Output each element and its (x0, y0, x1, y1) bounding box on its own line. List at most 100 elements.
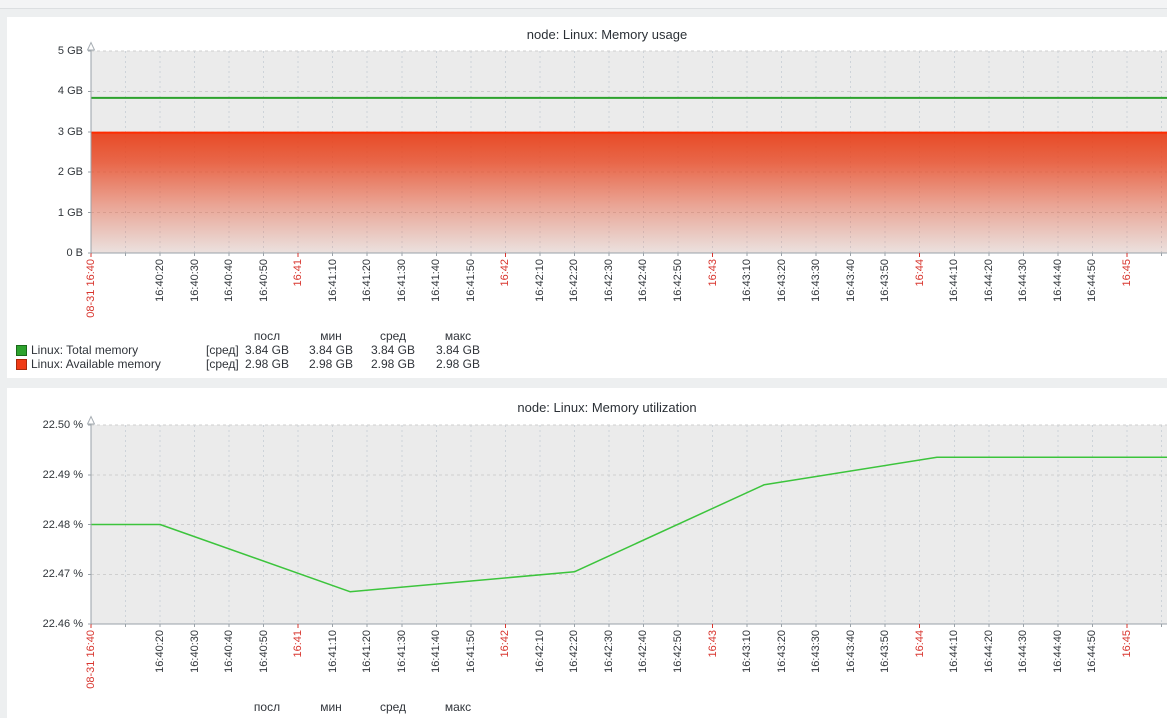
y-axis-label: 22.48 % (42, 518, 83, 531)
legend-column-header: сред (379, 329, 407, 343)
x-axis-label: 16:42:10 (533, 259, 546, 302)
x-axis-label: 16:43:10 (741, 630, 754, 673)
legend-item-function: [сред] (206, 357, 239, 371)
x-axis-label: 16:43:40 (844, 259, 857, 302)
legend-column-header: мин (320, 700, 342, 714)
legend-column-header: макс (444, 329, 472, 343)
legend-swatch (16, 359, 27, 370)
x-axis-label: 16:43:20 (775, 259, 788, 302)
x-axis-label: 16:41 (292, 259, 305, 287)
x-axis-label: 16:42 (499, 630, 512, 658)
x-axis-label: 16:42:10 (533, 630, 546, 673)
x-axis-label: 16:44:20 (982, 630, 995, 673)
x-axis-label: 16:44:30 (1017, 630, 1030, 673)
legend-swatch (16, 345, 27, 356)
x-axis-label: 16:41:50 (464, 259, 477, 302)
x-axis-label: 16:41 (292, 630, 305, 658)
legend-stat-value: 3.84 GB (370, 343, 416, 357)
x-axis-label: 16:40:20 (154, 259, 167, 302)
x-axis-label: 16:45 (1120, 259, 1133, 287)
x-axis-label: 16:44:50 (1086, 259, 1099, 302)
x-axis-label: 16:40:40 (223, 630, 236, 673)
x-axis-label: 16:43 (706, 630, 719, 658)
x-axis-label: 08-31 16:40 (85, 630, 97, 689)
x-axis-label: 16:41:30 (395, 630, 408, 673)
x-axis-label: 16:43:30 (810, 630, 823, 673)
y-axis-label: 2 GB (57, 166, 83, 179)
x-axis-label: 16:44 (913, 259, 926, 287)
legend-stat-value: 3.84 GB (435, 343, 481, 357)
legend-item-label: Linux: Total memory (31, 343, 139, 357)
x-axis-label: 16:42:30 (602, 259, 615, 302)
x-axis-label: 16:40:30 (188, 630, 201, 673)
x-axis-label: 16:43:30 (810, 259, 823, 302)
x-axis-label: 16:42:20 (568, 630, 581, 673)
legend-column-header: посл (253, 329, 281, 343)
x-axis-label: 16:43:10 (741, 259, 754, 302)
y-axis-label: 1 GB (57, 206, 83, 219)
x-axis-label: 16:43:50 (879, 259, 892, 302)
x-axis-label: 16:42:50 (672, 630, 684, 673)
x-axis-label: 16:44:30 (1017, 259, 1030, 302)
x-axis-label: 16:45 (1120, 630, 1133, 658)
legend-column-header: макс (444, 700, 472, 714)
y-axis-label: 22.50 % (42, 419, 83, 431)
x-axis-label: 16:42:50 (672, 259, 684, 302)
legend-stat-value: 3.84 GB (308, 343, 354, 357)
x-axis-label: 16:44:10 (948, 259, 961, 302)
y-axis-label: 22.49 % (42, 468, 83, 481)
y-axis-label: 5 GB (57, 45, 83, 57)
x-axis-label: 16:42:40 (637, 259, 650, 302)
x-axis-label: 16:41:30 (395, 259, 408, 302)
x-axis-label: 16:44:10 (948, 630, 961, 673)
x-axis-label: 16:42:30 (602, 630, 615, 673)
y-axis-label: 4 GB (57, 85, 83, 98)
browser-chrome-strip (0, 0, 1167, 9)
x-axis-label: 16:40:20 (154, 630, 167, 673)
legend-stat-value: 2.98 GB (244, 357, 290, 371)
legend-column-header: сред (379, 700, 407, 714)
memory-usage-graph-card: node: Linux: Memory usage 5 GB 4 GB 3 GB 2 … (7, 17, 1167, 378)
chart-title-memory-usage: node: Linux: Memory usage (526, 27, 688, 42)
x-axis-label: 16:41:40 (430, 259, 443, 302)
y-axis-label: 3 GB (57, 125, 83, 138)
x-axis-label: 16:41:10 (326, 630, 339, 673)
x-axis-label: 16:41:40 (430, 630, 443, 673)
y-axis-label: 22.46 % (42, 618, 83, 630)
x-axis-label: 16:42 (499, 259, 512, 287)
x-axis-label: 16:44 (913, 630, 926, 658)
chart-title-memory-utilization: node: Linux: Memory utilization (517, 400, 697, 415)
x-axis-label: 16:41:10 (326, 259, 339, 302)
x-axis-label: 16:40:50 (257, 630, 270, 673)
x-axis-label: 16:43 (706, 259, 719, 287)
memory-utilization-graph-card: node: Linux: Memory utilization 22.50 % 2… (7, 388, 1167, 718)
x-axis-label: 16:44:40 (1051, 630, 1064, 673)
x-axis-label: 16:43:40 (844, 630, 857, 673)
legend-column-header: посл (253, 700, 281, 714)
x-axis-label: 16:41:50 (464, 630, 477, 673)
legend-stat-value: 2.98 GB (435, 357, 481, 371)
y-axis-label: 22.47 % (42, 568, 83, 581)
legend-stat-value: 2.98 GB (370, 357, 416, 371)
x-axis-label: 16:44:20 (982, 259, 995, 302)
x-axis-label: 16:42:40 (637, 630, 650, 673)
memory-utilization-plot[interactable] (87, 388, 1167, 636)
x-axis-label: 16:44:50 (1086, 630, 1099, 673)
memory-usage-plot[interactable] (87, 17, 1167, 265)
legend-column-header: мин (320, 329, 342, 343)
x-axis-label: 08-31 16:40 (85, 259, 97, 318)
y-axis-label: 0 B (66, 247, 83, 259)
x-axis-label: 16:43:20 (775, 630, 788, 673)
x-axis-label: 16:41:20 (361, 630, 374, 673)
legend-stat-value: 3.84 GB (244, 343, 290, 357)
legend-item-label: Linux: Available memory (31, 357, 161, 371)
legend-stat-value: 2.98 GB (308, 357, 354, 371)
x-axis-label: 16:42:20 (568, 259, 581, 302)
legend-item-function: [сред] (206, 343, 239, 357)
x-axis-label: 16:40:30 (188, 259, 201, 302)
x-axis-label: 16:41:20 (361, 259, 374, 302)
x-axis-label: 16:44:40 (1051, 259, 1064, 302)
x-axis-label: 16:43:50 (879, 630, 892, 673)
x-axis-label: 16:40:40 (223, 259, 236, 302)
x-axis-label: 16:40:50 (257, 259, 270, 302)
